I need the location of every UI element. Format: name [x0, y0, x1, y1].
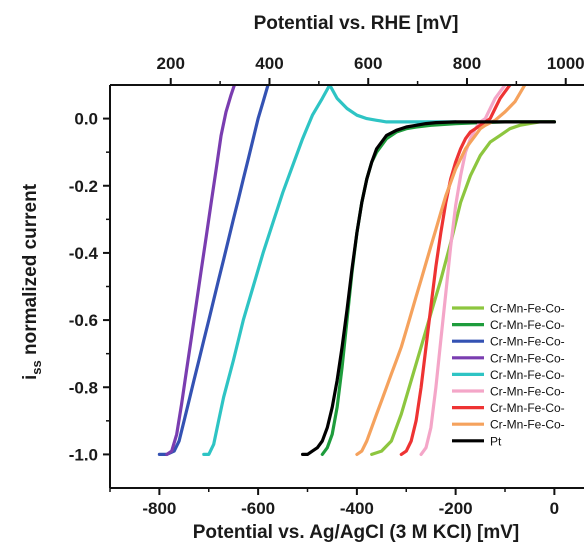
- y-tick-label: -1.0: [69, 445, 98, 464]
- series-line-4: [165, 85, 236, 456]
- series-line-1: [370, 120, 557, 456]
- top-tick-label: 400: [255, 54, 283, 73]
- series-line-6: [419, 85, 507, 456]
- x-tick-label: -800: [142, 499, 176, 518]
- series-group: [157, 85, 557, 456]
- legend-label-1: Cr-Mn-Fe-Co-: [490, 302, 565, 316]
- y-axis-title-rest: normalized current: [20, 183, 41, 360]
- x-tick-label: -400: [340, 499, 374, 518]
- y-tick-label: -0.4: [69, 244, 99, 263]
- y-axis-title: iss normalized current: [20, 183, 44, 380]
- legend-label-7: Cr-Mn-Fe-Co-: [490, 401, 565, 415]
- legend-label-5: Cr-Mn-Fe-Co-: [490, 368, 565, 382]
- x-tick-label: -600: [241, 499, 275, 518]
- plot-area: [157, 85, 557, 456]
- legend-label-6: Cr-Mn-Fe-Co-: [490, 385, 565, 399]
- series-line-5: [202, 85, 458, 456]
- axes: [103, 78, 584, 495]
- series-line-8: [355, 85, 527, 456]
- y-tick-label: 0.0: [74, 110, 98, 129]
- legend-label-9: Pt: [490, 434, 502, 448]
- tick-labels: -800 -600 -400 -200 0 200 400 600 800 1000 0.0 -0.2…: [69, 54, 584, 518]
- series-line-3: [157, 85, 270, 456]
- top-tick-label: 800: [453, 54, 481, 73]
- x-axis-title: Potential vs. Ag/AgCl (3 M KCl) [mV]: [193, 522, 520, 543]
- series-line-7: [399, 85, 512, 456]
- y-tick-label: -0.8: [69, 378, 98, 397]
- x-tick-label: 0: [550, 499, 559, 518]
- y-tick-label: -0.2: [69, 177, 98, 196]
- top-tick-label: 200: [157, 54, 185, 73]
- legend-label-4: Cr-Mn-Fe-Co-: [490, 351, 565, 365]
- legend-label-2: Cr-Mn-Fe-Co-: [490, 318, 565, 332]
- series-line-9: [301, 120, 557, 456]
- y-axis-title-subscript: ss: [29, 360, 44, 374]
- top-tick-label: 1000: [547, 54, 584, 73]
- y-axis-title-main: i: [20, 375, 41, 380]
- top-tick-label: 600: [354, 54, 382, 73]
- legend-label-8: Cr-Mn-Fe-Co-: [490, 418, 565, 432]
- legend: Cr-Mn-Fe-Co- Cr-Mn-Fe-Co- Cr-Mn-Fe-Co- Cr-M…: [452, 302, 565, 448]
- x-tick-label: -200: [439, 499, 473, 518]
- legend-label-3: Cr-Mn-Fe-Co-: [490, 335, 565, 349]
- top-axis-title: Potential vs. RHE [mV]: [254, 13, 459, 34]
- y-tick-label: -0.6: [69, 311, 98, 330]
